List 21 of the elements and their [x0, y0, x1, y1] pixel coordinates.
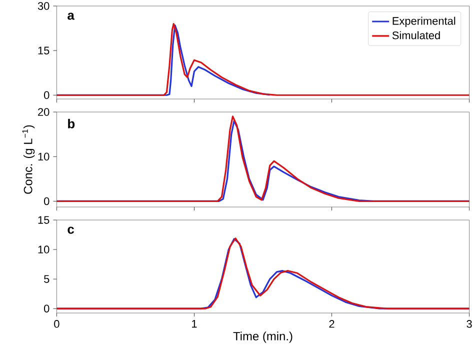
y-axis-title: Conc. (g L$^{−1}$) — [22, 125, 35, 194]
x-tick-label: 3 — [466, 320, 472, 328]
annotation: b — [68, 118, 75, 128]
legend-label: Experimental — [392, 16, 456, 27]
y-tick-label: 10 — [38, 152, 50, 160]
annotation: c — [68, 226, 74, 234]
legend-label: Simulated — [392, 31, 440, 40]
y-tick-label: 10 — [38, 246, 50, 254]
y-tick-label: 0 — [44, 304, 50, 312]
y-tick-label: 0 — [44, 91, 50, 100]
annotation: a — [68, 12, 74, 20]
x-tick-label: 2 — [329, 320, 334, 328]
y-tick-label: 5 — [44, 275, 50, 283]
x-tick-label: 0 — [54, 320, 60, 328]
x-tick-label: 1 — [192, 320, 197, 328]
y-tick-label: 0 — [44, 197, 50, 206]
y-tick-label: 15 — [38, 216, 50, 224]
x-axis-title: Time (min.) — [233, 332, 292, 343]
y-tick-label: 20 — [38, 108, 50, 116]
y-tick-label: 15 — [38, 46, 50, 54]
y-tick-label: 30 — [38, 2, 50, 10]
